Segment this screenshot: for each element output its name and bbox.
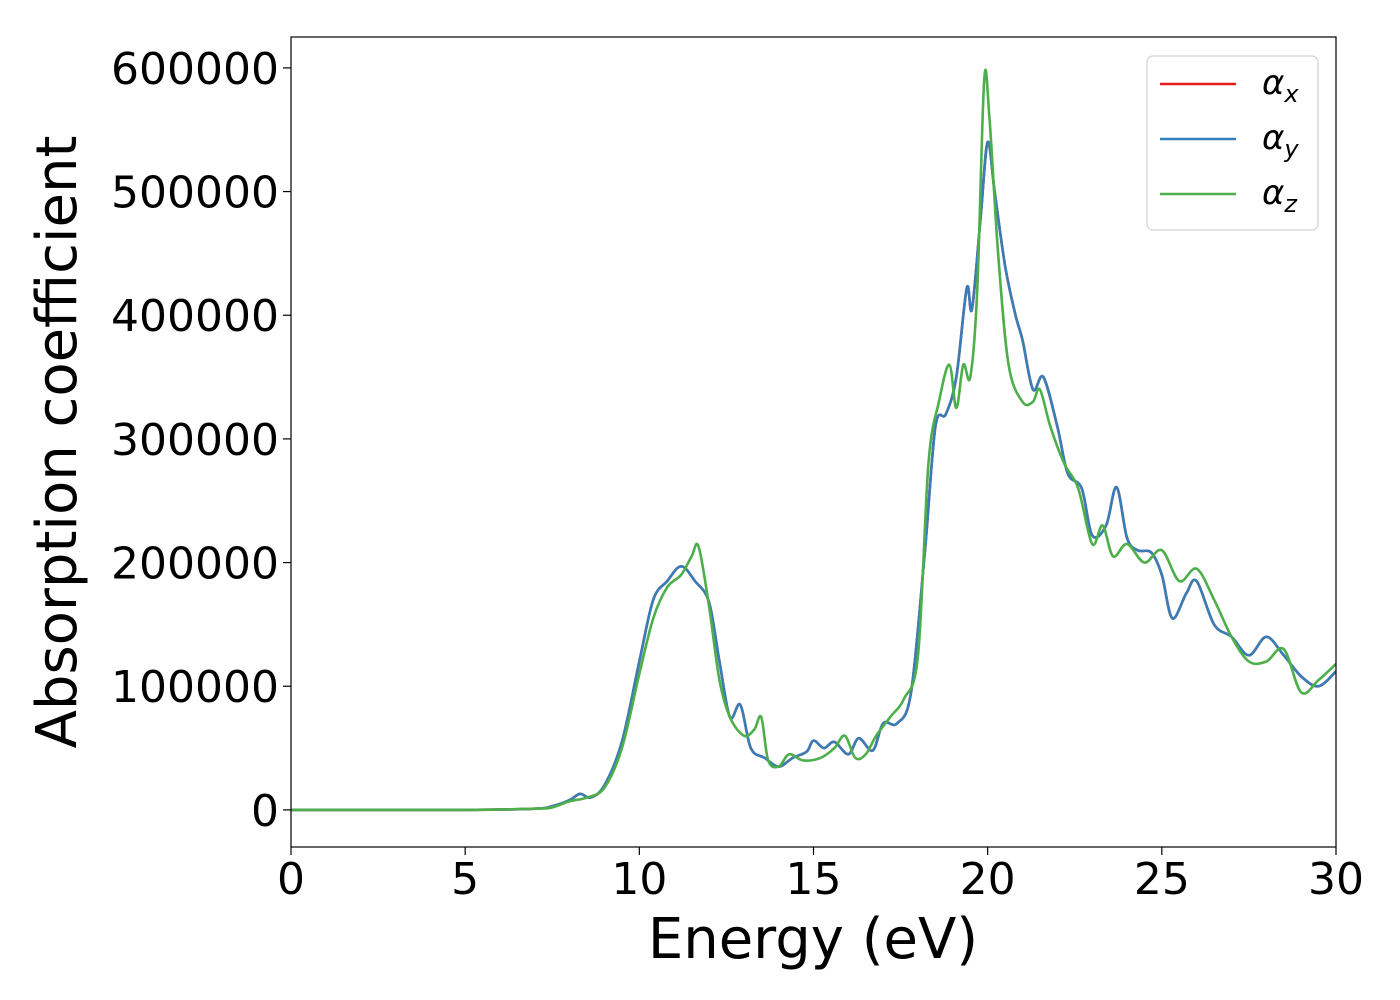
x-tick-label: 5: [451, 854, 479, 905]
series-line-x: [291, 140, 1336, 812]
legend-label-x: αx: [1262, 63, 1299, 108]
x-axis: 0 5 10 15 20 25 30: [277, 847, 1364, 905]
legend-label-z: αz: [1262, 173, 1298, 218]
x-tick-label: 25: [1134, 854, 1190, 905]
x-tick-label: 0: [277, 854, 305, 905]
y-tick-label: 100000: [111, 662, 279, 713]
legend-box: [1146, 55, 1319, 231]
y-tick-label: 0: [251, 786, 279, 837]
legend-label-y: αy: [1262, 118, 1299, 163]
series-line-z: [291, 68, 1336, 812]
y-tick-label: 300000: [111, 415, 279, 466]
series-layer: [291, 68, 1336, 812]
y-tick-label: 600000: [111, 44, 279, 95]
x-axis-title: Energy (eV): [648, 907, 978, 972]
x-tick-label: 15: [786, 854, 842, 905]
y-tick-label: 400000: [111, 291, 279, 342]
y-tick-label: 200000: [111, 539, 279, 590]
x-tick-label: 20: [960, 854, 1016, 905]
legend: αx αy αz: [1146, 55, 1319, 231]
y-tick-label: 500000: [111, 168, 279, 219]
x-tick-label: 10: [611, 854, 667, 905]
series-line-y: [291, 140, 1336, 812]
y-axis: 0 100000 200000 300000 400000 500000 600000: [111, 44, 291, 837]
x-tick-label: 30: [1308, 854, 1364, 905]
y-axis-title: Absorption coefficient: [25, 136, 90, 749]
